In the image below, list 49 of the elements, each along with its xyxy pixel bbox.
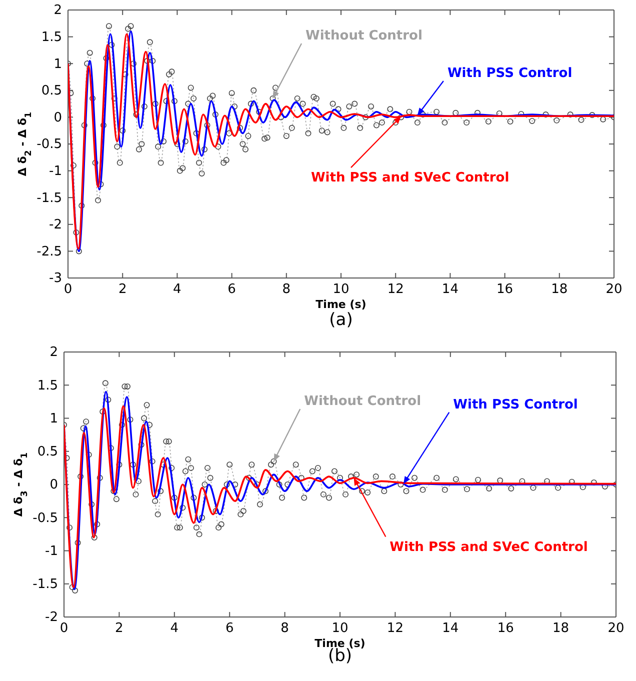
y-tick-label: -2.5 [36,244,62,260]
y-tick-label: -0.5 [32,510,58,526]
text: Without Control [306,28,422,44]
x-tick-label: 4 [173,282,182,298]
y-tick-label: -3 [49,271,62,286]
y-tick-label: -0.5 [36,137,62,152]
y-tick-label: 0 [50,478,58,493]
x-tick-label: 2 [118,282,127,298]
x-tick-label: 0 [64,282,72,298]
x-tick-label: 14 [442,621,459,636]
x-tick-label: 12 [386,621,404,636]
y-tick-label: 1.5 [37,378,58,394]
y-tick-label: 2 [54,3,62,18]
x-tick-label: 4 [170,621,179,636]
x-tick-label: 2 [115,621,124,636]
y-tick-label: 1 [50,411,58,426]
text: With PSS and SVeC Control [310,170,510,186]
x-tick-label: 10 [332,282,350,298]
y-tick-label: 1.5 [41,30,62,45]
y-tick-label: -1 [49,164,62,179]
y-tick-label: 0.5 [41,84,62,99]
x-tick-label: 14 [442,282,458,298]
text: With PSS Control [453,397,578,412]
y-tick-label: -1.5 [36,190,62,206]
y-tick-label: 1 [54,56,62,72]
text: With PSS Control [447,66,572,81]
x-tick-label: 12 [387,282,404,298]
x-tick-label: 8 [282,282,291,298]
text: Without Control [304,394,422,409]
x-tick-label: 18 [551,282,568,298]
y-tick-label: 2 [50,345,58,360]
x-tick-label: 18 [552,621,570,636]
y-tick-label: -2 [45,610,58,626]
y-tick-label: -2 [49,218,62,233]
x-tick-label: 8 [280,621,289,636]
y-tick-label: -1.5 [32,577,58,592]
x-tick-label: 20 [606,282,622,298]
text: (a) [329,310,353,330]
x-axis-title: Time (s) [316,298,366,311]
y-tick-label: -1 [45,544,58,559]
y-tick-label: 0.5 [37,444,58,460]
text: With PSS and SVeC Control [390,540,588,555]
x-tick-label: 16 [496,282,514,298]
x-tick-label: 16 [497,621,514,636]
x-tick-label: 6 [228,282,236,298]
x-tick-label: 20 [608,621,624,636]
y-tick-label: 0 [54,110,62,126]
x-tick-label: 10 [332,621,348,636]
x-tick-label: 6 [225,621,234,636]
